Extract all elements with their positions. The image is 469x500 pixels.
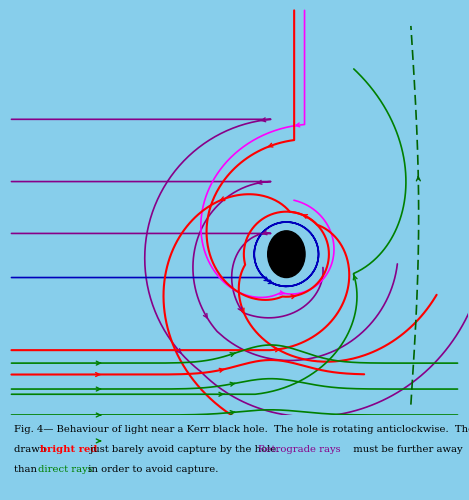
Text: in order to avoid capture.: in order to avoid capture. bbox=[82, 466, 219, 474]
Text: Retrograde rays: Retrograde rays bbox=[258, 446, 340, 454]
Ellipse shape bbox=[268, 231, 305, 278]
Text: than: than bbox=[14, 466, 43, 474]
Text: direct rays: direct rays bbox=[38, 466, 92, 474]
Text: drawn: drawn bbox=[14, 446, 49, 454]
Text: Fig. 4— Behaviour of light near a Kerr black hole.  The hole is rotating anticlo: Fig. 4— Behaviour of light near a Kerr b… bbox=[14, 426, 469, 434]
Text: just barely avoid capture by the hole.: just barely avoid capture by the hole. bbox=[87, 446, 288, 454]
Text: bright red: bright red bbox=[40, 446, 98, 454]
Text: must be further away: must be further away bbox=[347, 446, 463, 454]
